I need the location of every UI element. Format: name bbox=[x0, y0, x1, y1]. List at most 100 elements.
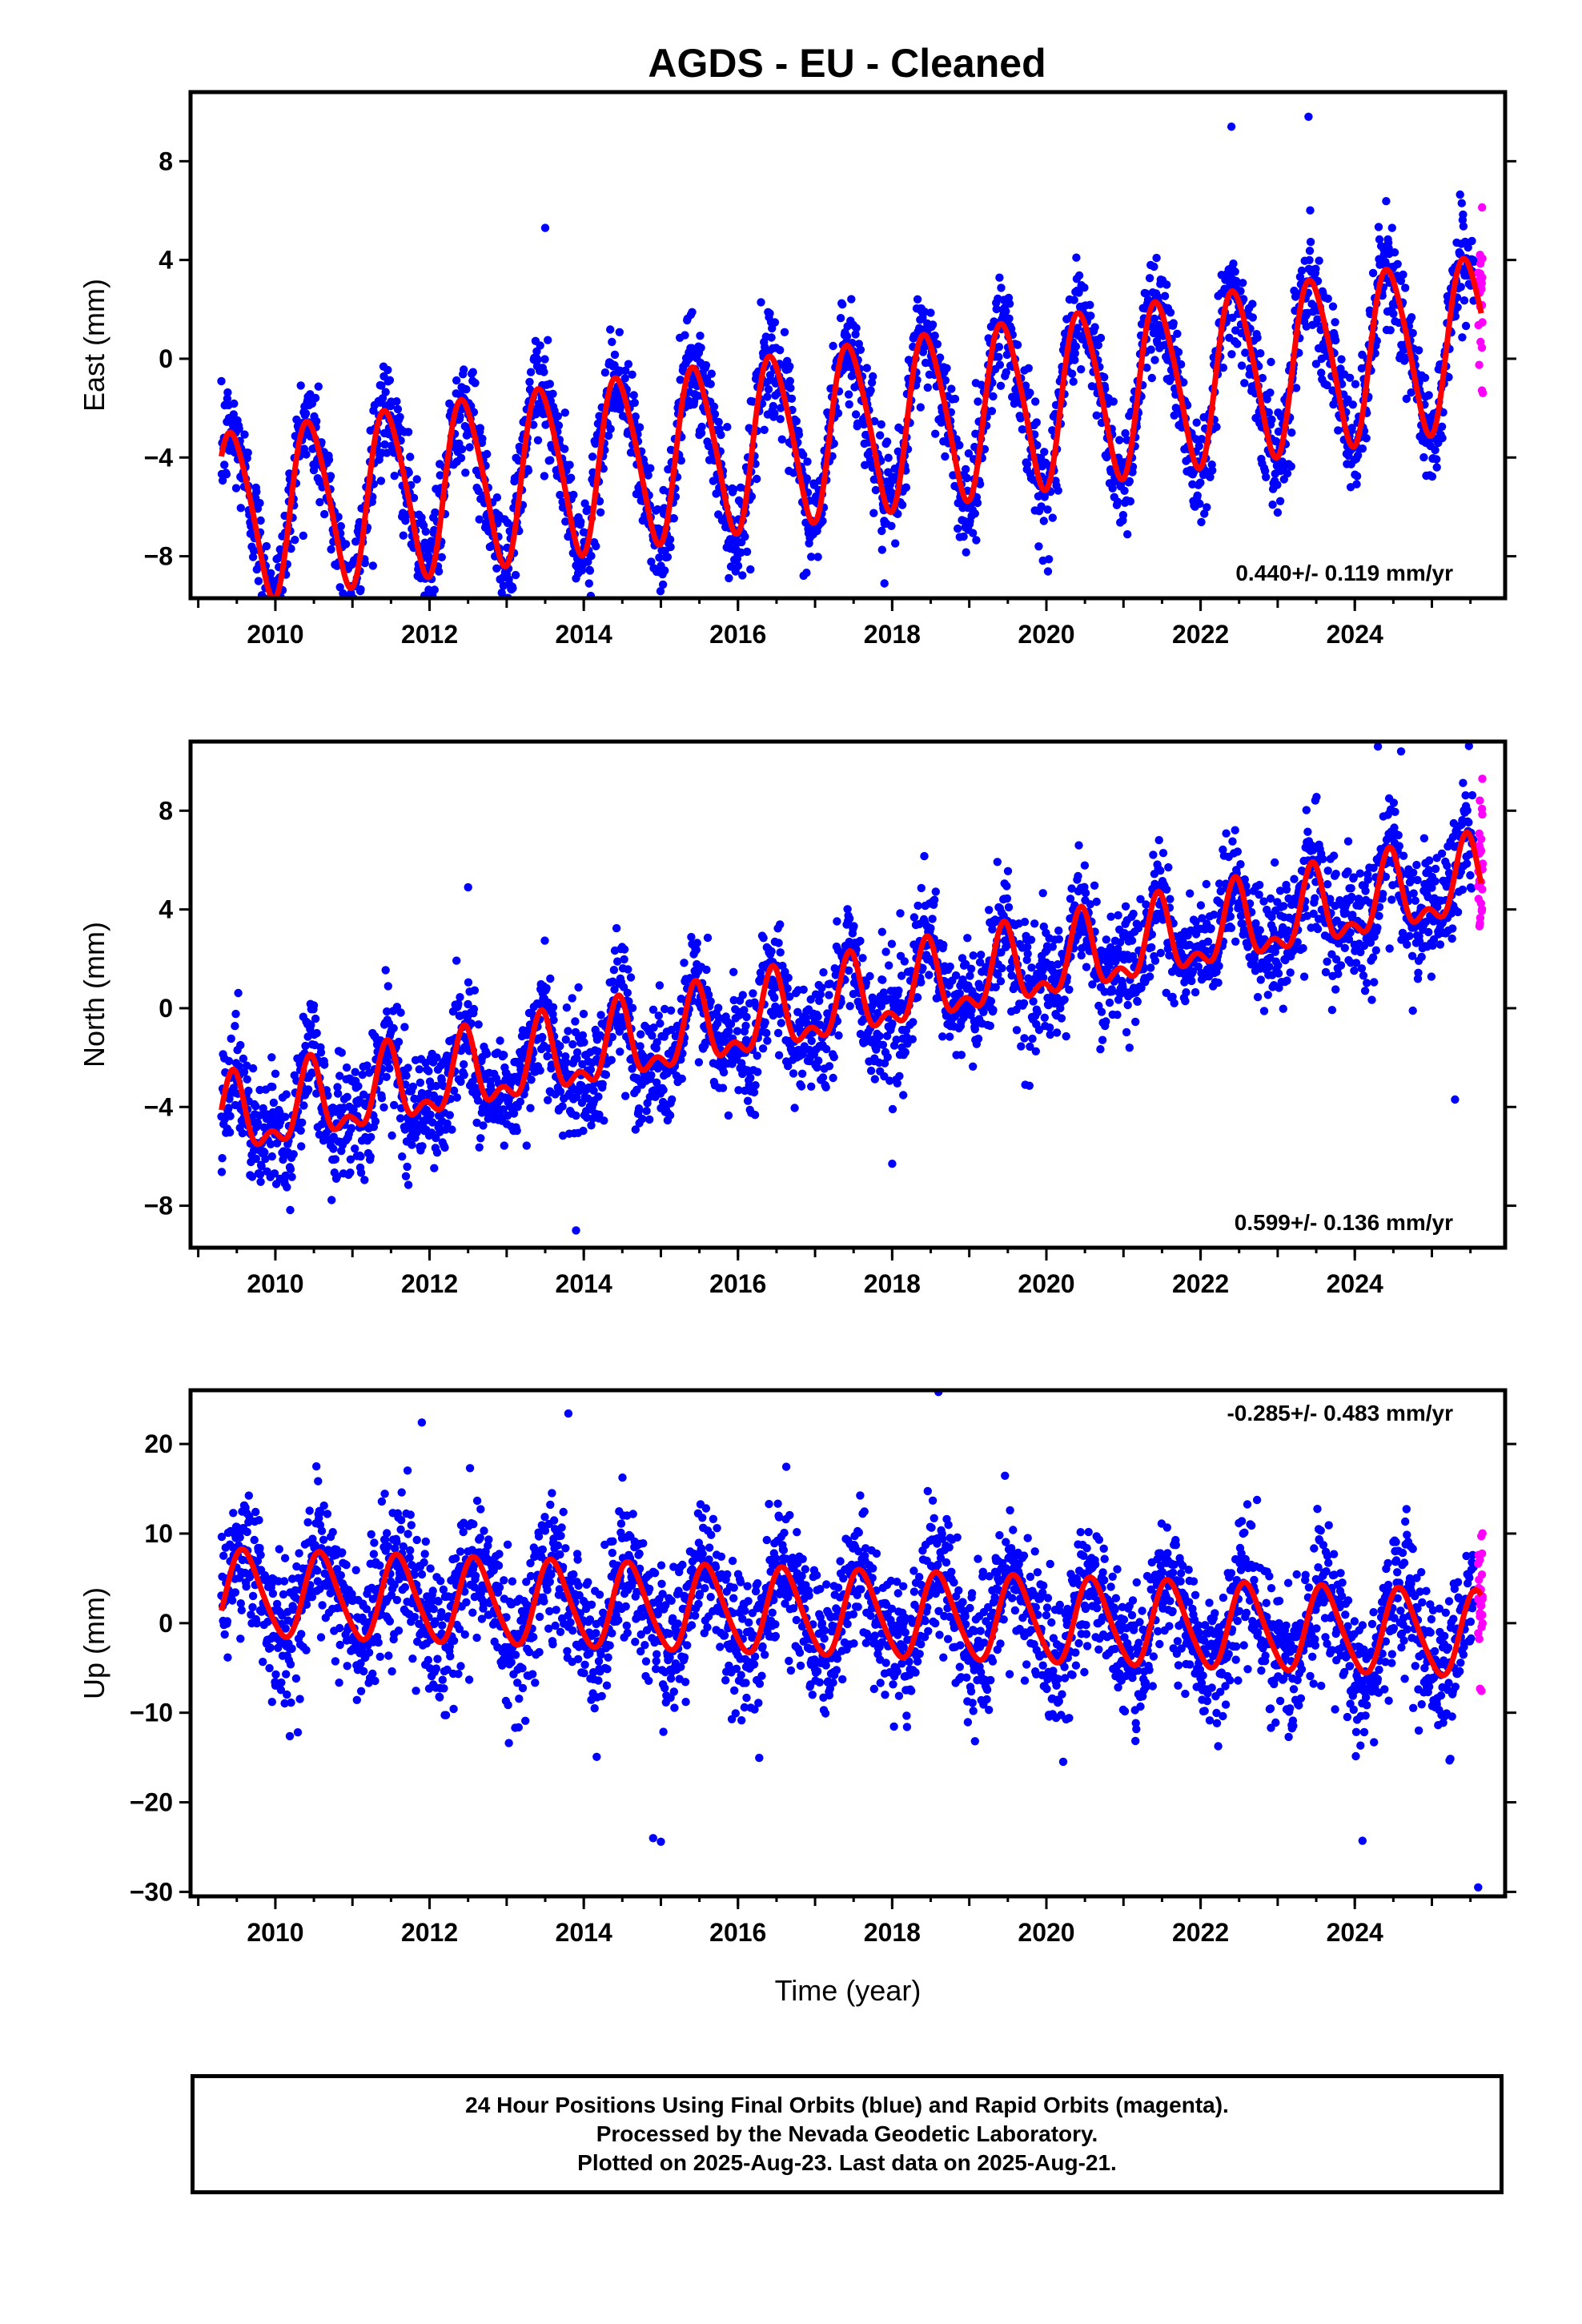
final-orbit-point bbox=[424, 1067, 433, 1076]
final-orbit-point bbox=[349, 611, 357, 619]
final-orbit-point bbox=[939, 940, 948, 950]
final-orbit-point bbox=[1401, 283, 1410, 292]
final-orbit-point bbox=[286, 1164, 295, 1174]
final-orbit-point bbox=[1195, 499, 1204, 509]
final-orbit-point bbox=[1278, 457, 1287, 466]
final-orbit-point bbox=[1407, 313, 1416, 322]
final-orbit-point bbox=[1086, 300, 1094, 309]
final-orbit-point bbox=[396, 412, 404, 421]
final-orbit-point bbox=[533, 436, 543, 444]
final-orbit-point bbox=[697, 428, 706, 437]
final-orbit-point bbox=[540, 936, 549, 945]
final-orbit-point bbox=[470, 986, 480, 995]
final-orbit-point bbox=[880, 579, 889, 588]
final-orbit-point bbox=[1315, 256, 1323, 265]
final-orbit-point bbox=[343, 617, 351, 625]
final-orbit-point bbox=[579, 1126, 588, 1136]
final-orbit-point bbox=[866, 386, 875, 395]
final-orbit-point bbox=[1231, 267, 1239, 276]
final-orbit-point bbox=[243, 1075, 251, 1084]
final-orbit-point bbox=[309, 1001, 319, 1010]
final-orbit-point bbox=[1352, 472, 1362, 480]
final-orbit-point bbox=[977, 951, 986, 959]
final-orbit-point bbox=[343, 1092, 351, 1102]
final-orbit-point bbox=[448, 1125, 456, 1134]
final-orbit-point bbox=[1026, 388, 1034, 397]
final-orbit-point bbox=[986, 997, 996, 1006]
final-orbit-point bbox=[243, 448, 252, 457]
final-orbit-point bbox=[416, 1078, 425, 1088]
final-orbit-point bbox=[483, 449, 492, 459]
final-orbit-point bbox=[540, 355, 549, 364]
y-tick-label: 8 bbox=[159, 147, 173, 175]
final-orbit-point bbox=[867, 378, 877, 387]
final-orbit-point bbox=[973, 498, 982, 508]
final-orbit-point bbox=[475, 1143, 484, 1152]
final-orbit-point bbox=[785, 376, 794, 385]
final-orbit-point bbox=[312, 416, 321, 426]
final-orbit-point bbox=[767, 947, 776, 956]
final-orbit-point bbox=[901, 1047, 910, 1057]
final-orbit-point bbox=[926, 308, 935, 317]
final-orbit-point bbox=[955, 440, 964, 450]
final-orbit-point bbox=[1170, 411, 1178, 420]
final-orbit-point bbox=[663, 553, 673, 561]
final-orbit-point bbox=[1002, 894, 1012, 903]
final-orbit-point bbox=[1122, 436, 1131, 444]
final-orbit-point bbox=[856, 936, 865, 946]
final-orbit-point bbox=[909, 913, 919, 922]
final-orbit-point bbox=[717, 430, 725, 440]
final-orbit-point bbox=[401, 517, 410, 525]
final-orbit-point bbox=[974, 1034, 983, 1043]
final-orbit-point bbox=[845, 1002, 854, 1011]
final-orbit-point bbox=[1275, 497, 1285, 505]
final-orbit-point bbox=[1125, 476, 1134, 486]
final-orbit-point bbox=[1070, 349, 1080, 358]
final-orbit-point bbox=[962, 464, 970, 474]
final-orbit-point bbox=[299, 531, 307, 541]
final-orbit-point bbox=[230, 399, 239, 408]
final-orbit-point bbox=[1115, 436, 1124, 444]
y-tick-label: −4 bbox=[144, 443, 174, 472]
final-orbit-point bbox=[928, 320, 938, 329]
final-orbit-point bbox=[1071, 342, 1081, 351]
final-orbit-point bbox=[741, 532, 749, 541]
final-orbit-point bbox=[1039, 517, 1049, 525]
final-orbit-point bbox=[1431, 445, 1439, 455]
final-orbit-point bbox=[1387, 223, 1397, 232]
final-orbit-point bbox=[1044, 555, 1054, 564]
final-orbit-point bbox=[280, 1112, 290, 1121]
final-orbit-point bbox=[1006, 964, 1015, 973]
final-orbit-point bbox=[404, 468, 413, 477]
final-orbit-point bbox=[400, 1023, 409, 1031]
final-orbit-point bbox=[838, 300, 847, 309]
final-orbit-point bbox=[665, 535, 675, 544]
final-orbit-point bbox=[380, 440, 389, 449]
final-orbit-point bbox=[298, 1118, 307, 1128]
final-orbit-point bbox=[1407, 388, 1415, 397]
final-orbit-point bbox=[760, 425, 769, 434]
final-orbit-point bbox=[240, 430, 249, 439]
final-orbit-point bbox=[851, 330, 860, 339]
x-tick-label: 2020 bbox=[1018, 620, 1074, 649]
final-orbit-point bbox=[899, 1091, 908, 1100]
final-orbit-point bbox=[1080, 283, 1089, 292]
final-orbit-point bbox=[825, 991, 833, 999]
final-orbit-point bbox=[1034, 542, 1043, 551]
final-orbit-point bbox=[223, 388, 232, 397]
final-orbit-point bbox=[759, 934, 768, 943]
final-orbit-point bbox=[538, 1032, 547, 1042]
final-orbit-point bbox=[799, 451, 808, 460]
final-orbit-point bbox=[970, 509, 980, 518]
final-orbit-point bbox=[933, 340, 942, 348]
final-orbit-point bbox=[1002, 368, 1011, 377]
final-orbit-point bbox=[847, 295, 856, 304]
final-orbit-point bbox=[620, 945, 629, 954]
final-orbit-point bbox=[1123, 530, 1132, 539]
final-orbit-point bbox=[572, 1048, 582, 1057]
final-orbit-point bbox=[267, 1053, 276, 1062]
final-orbit-point bbox=[813, 1012, 822, 1021]
final-orbit-point bbox=[296, 381, 305, 390]
x-tick-label: 2012 bbox=[401, 620, 458, 649]
final-orbit-point bbox=[252, 487, 261, 497]
